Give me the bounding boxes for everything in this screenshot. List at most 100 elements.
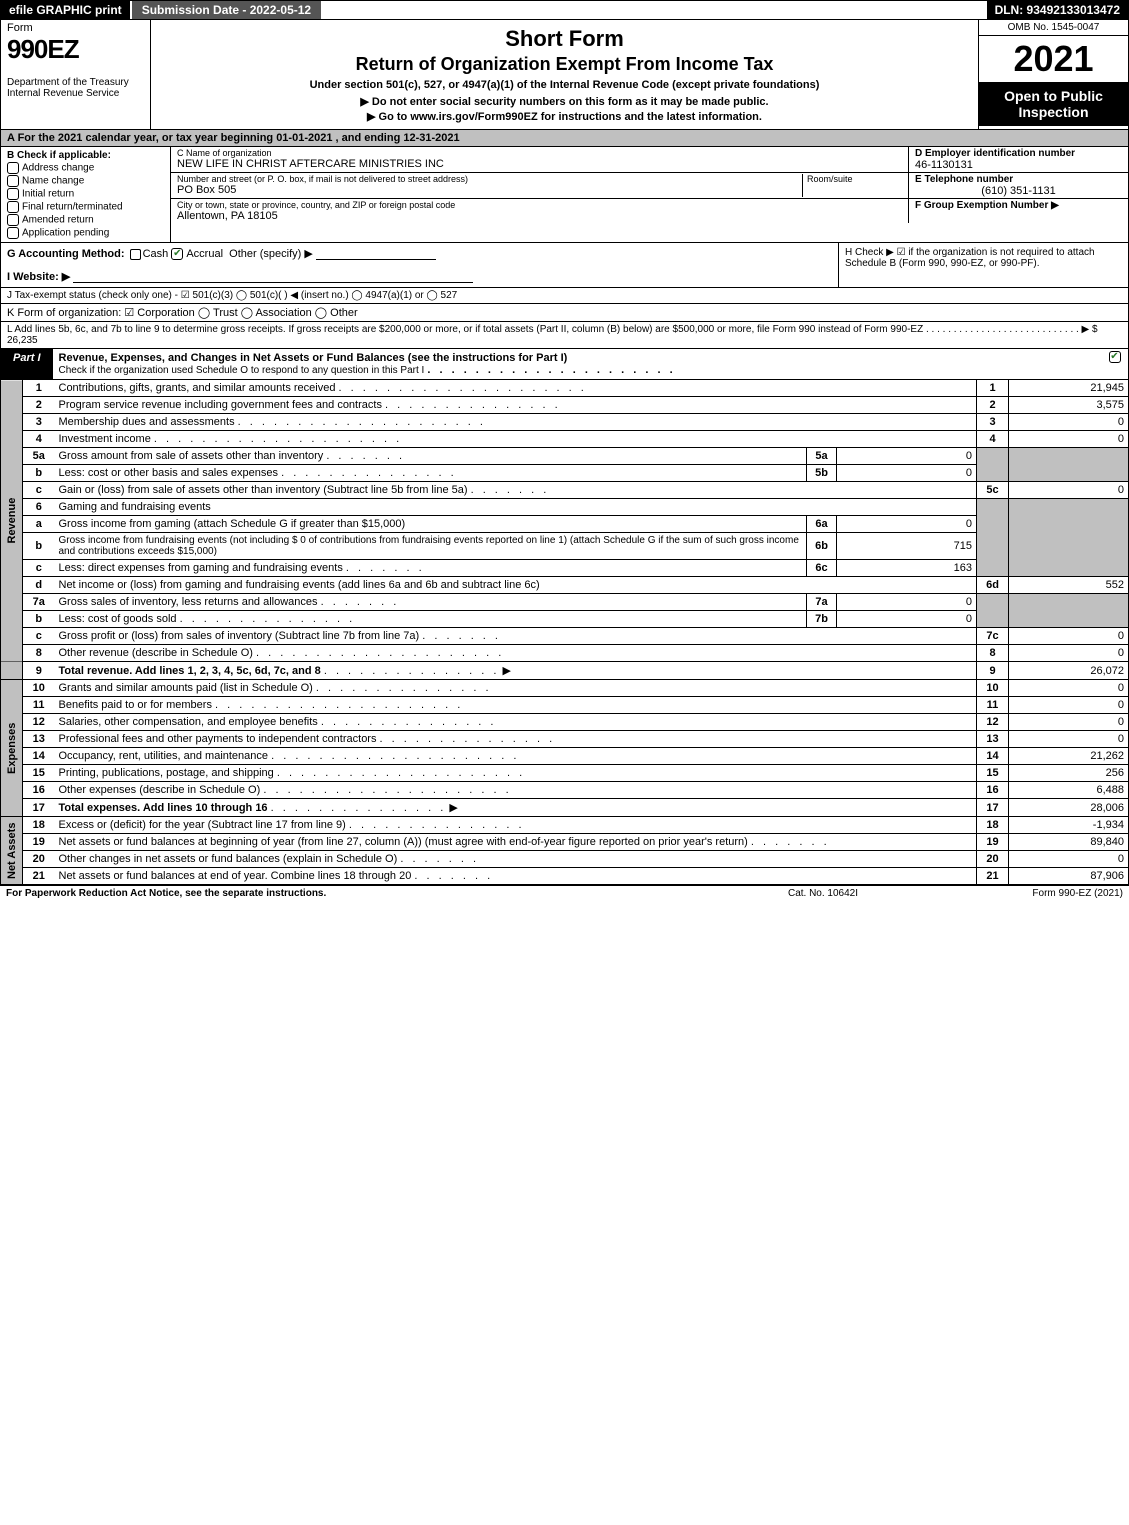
line-5b-num: b — [23, 465, 55, 482]
open-to-public: Open to Public Inspection — [979, 82, 1128, 126]
line-10-num: 10 — [23, 680, 55, 697]
line-12-desc: Salaries, other compensation, and employ… — [55, 714, 977, 731]
chk-address-change[interactable]: Address change — [7, 162, 164, 174]
c-city-label: City or town, state or province, country… — [177, 200, 902, 210]
chk-name-change[interactable]: Name change — [7, 175, 164, 187]
line-18-numcol: 18 — [977, 817, 1009, 834]
header-right: OMB No. 1545-0047 2021 Open to Public In… — [978, 20, 1128, 129]
chk-final-return[interactable]: Final return/terminated — [7, 201, 164, 213]
part-1-check-note: Check if the organization used Schedule … — [59, 365, 425, 376]
section-k: K Form of organization: ☑ Corporation ◯ … — [0, 304, 1129, 322]
line-6d-num: d — [23, 577, 55, 594]
g-accrual-check[interactable] — [171, 248, 183, 260]
line-21-numcol: 21 — [977, 868, 1009, 885]
c-city-value: Allentown, PA 18105 — [177, 210, 902, 222]
section-c-name: C Name of organization NEW LIFE IN CHRIS… — [171, 147, 908, 172]
section-d: D Employer identification number 46-1130… — [908, 147, 1128, 172]
line-6b-num: b — [23, 533, 55, 560]
line-2-num: 2 — [23, 397, 55, 414]
chk-application-pending[interactable]: Application pending — [7, 227, 164, 239]
d-label: D Employer identification number — [915, 148, 1122, 159]
line-17-num: 17 — [23, 799, 55, 817]
form-number: 990EZ — [7, 34, 144, 65]
top-bar: efile GRAPHIC print Submission Date - 20… — [0, 0, 1129, 20]
section-i-label: I Website: ▶ — [7, 271, 70, 283]
line-5a-num: 5a — [23, 448, 55, 465]
line-18-num: 18 — [23, 817, 55, 834]
line-3-val: 0 — [1009, 414, 1129, 431]
line-9-desc: Total revenue. Add lines 1, 2, 3, 4, 5c,… — [55, 662, 977, 680]
dln-label: DLN: 93492133013472 — [987, 1, 1128, 19]
part-1-title: Revenue, Expenses, and Changes in Net As… — [53, 349, 1104, 379]
line-5ab-shade-val — [1009, 448, 1129, 482]
form-word: Form — [7, 22, 144, 34]
line-6c-desc: Less: direct expenses from gaming and fu… — [55, 560, 807, 577]
form-header: Form 990EZ Department of the Treasury In… — [0, 20, 1129, 130]
line-19-num: 19 — [23, 834, 55, 851]
line-11-numcol: 11 — [977, 697, 1009, 714]
g-other-label: Other (specify) ▶ — [229, 248, 313, 260]
line-7a-sub: 7a — [807, 594, 837, 611]
line-3-num: 3 — [23, 414, 55, 431]
part-1-tab: Part I — [1, 349, 53, 379]
line-6d-val: 552 — [1009, 577, 1129, 594]
line-17-desc: Total expenses. Add lines 10 through 16 … — [55, 799, 977, 817]
line-14-numcol: 14 — [977, 748, 1009, 765]
line-5c-desc: Gain or (loss) from sale of assets other… — [55, 482, 977, 499]
line-5c-numcol: 5c — [977, 482, 1009, 499]
chk-amended-return-label: Amended return — [22, 215, 94, 226]
line-7b-subval: 0 — [837, 611, 977, 628]
part-1-title-text: Revenue, Expenses, and Changes in Net As… — [59, 352, 568, 364]
title-return: Return of Organization Exempt From Incom… — [159, 54, 970, 75]
section-e: E Telephone number (610) 351-1131 — [908, 173, 1128, 198]
line-12-num: 12 — [23, 714, 55, 731]
line-5a-sub: 5a — [807, 448, 837, 465]
section-b: B Check if applicable: Address change Na… — [1, 147, 171, 242]
line-14-num: 14 — [23, 748, 55, 765]
part-1-checkbox[interactable] — [1104, 349, 1128, 379]
chk-amended-return[interactable]: Amended return — [7, 214, 164, 226]
line-8-desc: Other revenue (describe in Schedule O) .… — [55, 645, 977, 662]
line-6c-num: c — [23, 560, 55, 577]
c-street-value: PO Box 505 — [177, 184, 802, 196]
line-9-num: 9 — [23, 662, 55, 680]
line-14-val: 21,262 — [1009, 748, 1129, 765]
line-4-num: 4 — [23, 431, 55, 448]
line-10-val: 0 — [1009, 680, 1129, 697]
page-footer: For Paperwork Reduction Act Notice, see … — [0, 885, 1129, 901]
line-20-num: 20 — [23, 851, 55, 868]
chk-initial-return[interactable]: Initial return — [7, 188, 164, 200]
line-5c-num: c — [23, 482, 55, 499]
line-7b-sub: 7b — [807, 611, 837, 628]
section-h: H Check ▶ ☑ if the organization is not r… — [838, 243, 1128, 287]
line-7a-desc: Gross sales of inventory, less returns a… — [55, 594, 807, 611]
e-phone-value: (610) 351-1131 — [915, 185, 1122, 197]
line-6-shade-val — [1009, 499, 1129, 577]
line-5b-subval: 0 — [837, 465, 977, 482]
c-name-value: NEW LIFE IN CHRIST AFTERCARE MINISTRIES … — [177, 158, 902, 170]
line-6a-num: a — [23, 516, 55, 533]
line-8-numcol: 8 — [977, 645, 1009, 662]
website-input[interactable] — [73, 271, 473, 283]
chk-application-pending-label: Application pending — [22, 228, 109, 239]
f-label: F Group Exemption Number ▶ — [915, 200, 1122, 211]
line-16-val: 6,488 — [1009, 782, 1129, 799]
header-center: Short Form Return of Organization Exempt… — [151, 20, 978, 129]
department-label: Department of the Treasury Internal Reve… — [7, 77, 144, 99]
line-16-numcol: 16 — [977, 782, 1009, 799]
line-15-num: 15 — [23, 765, 55, 782]
g-cash-radio[interactable] — [130, 249, 141, 260]
d-ein-value: 46-1130131 — [915, 159, 1122, 171]
line-13-val: 0 — [1009, 731, 1129, 748]
line-2-desc: Program service revenue including govern… — [55, 397, 977, 414]
line-15-val: 256 — [1009, 765, 1129, 782]
line-5a-subval: 0 — [837, 448, 977, 465]
tax-year: 2021 — [979, 36, 1128, 82]
section-b-label-text: B Check if applicable: — [7, 150, 111, 161]
line-13-numcol: 13 — [977, 731, 1009, 748]
section-l: L Add lines 5b, 6c, and 7b to line 9 to … — [0, 322, 1129, 349]
g-other-input[interactable] — [316, 248, 436, 260]
topbar-spacer — [321, 1, 986, 19]
line-5ab-shade-num — [977, 448, 1009, 482]
note-ssn: ▶ Do not enter social security numbers o… — [159, 95, 970, 108]
